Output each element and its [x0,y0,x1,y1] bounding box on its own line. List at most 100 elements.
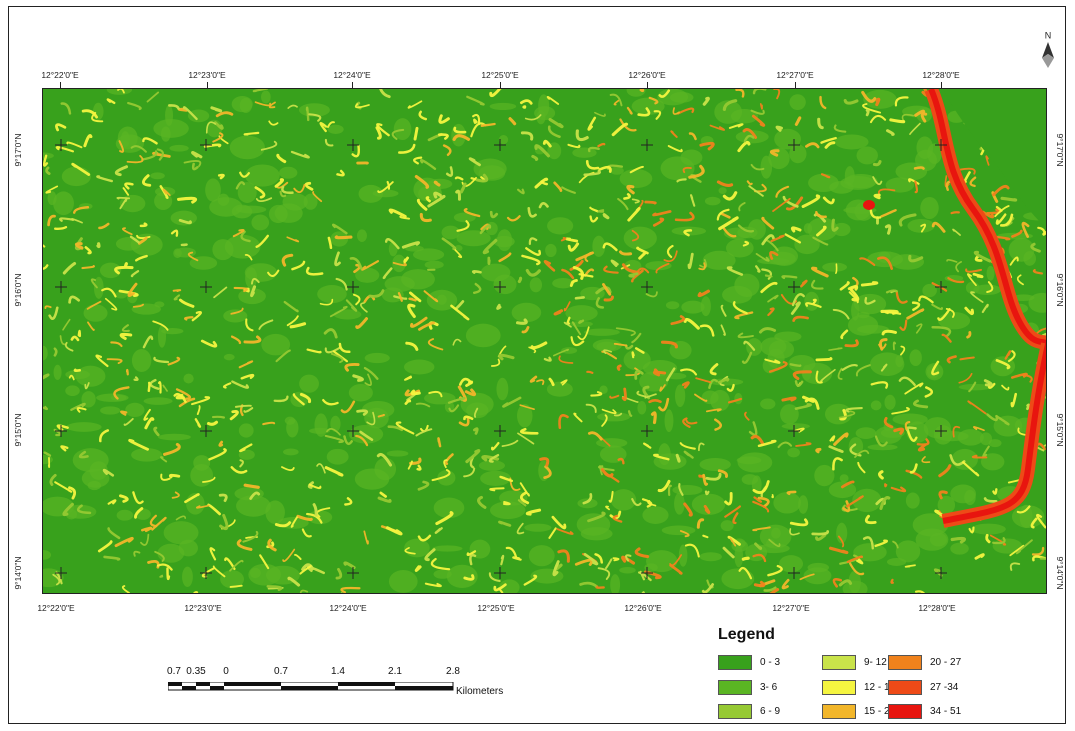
slope-contour [385,526,403,536]
slope-contour [570,336,585,347]
slope-contour [571,321,582,336]
north-label: N [1045,30,1052,40]
slope-contour [408,297,417,302]
slope-contour [530,341,548,350]
slope-contour [68,486,77,500]
slope-contour [625,367,641,377]
slope-contour [877,256,894,270]
slope-contour [582,493,593,505]
slope-contour [44,305,52,310]
slope-contour [658,89,671,98]
slope-contour [884,224,892,235]
slope-contour [519,404,535,410]
slope-contour [122,227,133,236]
slope-contour [974,553,985,560]
terrain-patch [437,469,456,486]
slope-contour [548,117,564,129]
terrain-patch [770,246,799,266]
slope-contour [864,514,877,525]
slope-contour [319,298,334,306]
terrain-patch [973,284,1002,296]
slope-contour [971,454,988,459]
slope-contour [841,504,858,512]
slope-contour [376,452,393,467]
slope-contour [743,134,755,143]
slope-contour [702,96,710,106]
legend-swatch [718,655,752,670]
slope-contour [218,440,224,447]
slope-contour [419,212,432,223]
slope-contour [781,578,790,590]
terrain-patch [223,353,235,361]
slope-contour [665,367,676,382]
slope-contour [213,286,228,299]
slope-contour [995,205,1003,212]
slope-contour [125,368,129,376]
slope-contour [631,498,642,507]
slope-contour [1009,256,1019,266]
slope-contour [135,254,148,262]
slope-contour [287,104,298,109]
slope-contour [316,507,331,518]
slope-contour [698,442,705,452]
slope-contour [177,196,198,204]
slope-contour [130,145,147,153]
slope-contour [931,282,948,292]
slope-contour [490,441,500,451]
slope-contour [147,381,151,393]
slope-contour [335,277,348,291]
slope-contour [909,463,918,474]
terrain-patch [524,523,552,532]
slope-contour [405,341,419,351]
graticule-cross [788,281,800,293]
legend-item: 27 -34 [888,680,958,695]
slope-map [42,88,1047,594]
slope-contour [445,166,454,177]
slope-contour [621,387,627,402]
terrain-patch [93,276,104,299]
slope-contour [281,185,294,194]
slope-contour [410,316,428,328]
slope-contour [399,215,411,220]
slope-contour [967,400,987,415]
graticule-cross [347,567,359,579]
slope-contour [489,89,502,98]
terrain-patch [718,187,727,195]
slope-contour [793,427,805,433]
slope-contour [308,483,322,490]
graticule-cross [494,139,506,151]
slope-contour [453,126,467,134]
slope-contour [230,335,242,345]
slope-contour [160,473,171,481]
terrain-patch [839,474,849,483]
slope-contour [218,135,229,145]
slope-contour [885,129,895,136]
slope-contour [455,189,461,201]
slope-contour [168,104,180,110]
slope-contour [618,250,633,256]
slope-contour [589,206,600,213]
slope-contour [43,405,48,411]
slope-contour [118,289,139,298]
slope-contour [601,414,608,427]
terrain-patch [1008,237,1035,262]
terrain-patch [150,172,165,180]
slope-contour [414,565,422,573]
graticule-cross [641,425,653,437]
slope-contour [846,555,864,563]
scale-bar: 0.7 0.35 0 0.7 1.4 2.1 2.8 Kilometers [167,666,528,706]
slope-contour [1007,350,1016,363]
slope-contour [931,303,943,311]
slope-contour [1030,517,1038,529]
slope-contour [299,589,309,593]
slope-contour [229,584,243,588]
slope-contour [973,426,985,432]
slope-contour [786,490,797,496]
slope-contour [992,537,1006,545]
slope-contour [623,193,631,200]
slope-contour [726,266,744,276]
slope-contour [49,473,57,486]
slope-contour [229,559,244,572]
slope-contour [752,500,770,513]
slope-contour [815,357,833,362]
